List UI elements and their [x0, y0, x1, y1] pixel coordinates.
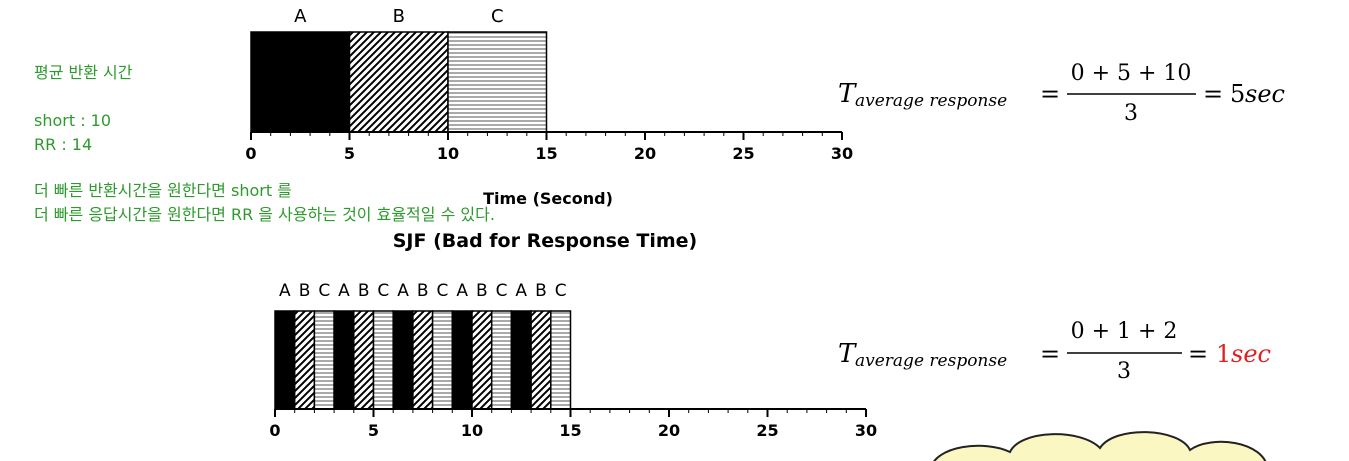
segment-label: A — [338, 281, 350, 301]
gantt-segment-a — [274, 310, 296, 410]
gantt-segment-b — [353, 310, 375, 410]
x-tick-label: 25 — [756, 421, 778, 440]
formula-lhs-subscript: average response — [855, 91, 1007, 111]
x-tick-label: 5 — [368, 421, 379, 440]
segment-label: C — [491, 6, 504, 27]
x-tick-label: 30 — [855, 421, 877, 440]
formula-result-value: 1 — [1216, 340, 1231, 368]
x-tick-label: 10 — [461, 421, 483, 440]
formula-equals: = — [1040, 80, 1060, 108]
short-value-line: short : 10 — [34, 111, 112, 130]
segment-label: B — [476, 281, 488, 301]
formula-result-unit: sec — [1231, 340, 1271, 368]
segment-label: B — [393, 6, 405, 27]
formula-numerator: 0 + 5 + 10 — [1071, 61, 1192, 86]
gantt-segment-c — [490, 310, 513, 410]
segment-label: A — [515, 281, 527, 301]
x-tick-label: 10 — [437, 144, 459, 163]
formula-equals: = — [1040, 340, 1060, 368]
formula-equals: = — [1203, 80, 1223, 108]
gantt-segment-a — [250, 31, 351, 133]
gantt-segment-a — [451, 310, 473, 410]
segment-label: B — [535, 281, 547, 301]
gantt-segment-c — [550, 310, 572, 410]
formula-lhs-symbol: T — [838, 79, 857, 109]
gantt-segment-b — [348, 31, 449, 133]
segment-label: A — [294, 6, 307, 27]
gantt-segment-b — [293, 310, 316, 410]
formula-denominator: 3 — [1117, 359, 1131, 384]
formula-result-value: 5 — [1230, 80, 1245, 108]
formula-numerator: 0 + 1 + 2 — [1071, 319, 1178, 344]
chart-title: SJF (Bad for Response Time) — [393, 230, 698, 252]
x-tick-label: 20 — [658, 421, 680, 440]
x-tick-label: 20 — [634, 144, 656, 163]
gantt-segment-a — [510, 310, 532, 410]
formula-rr: T average response = 0 + 1 + 2 3 = 1 sec — [838, 319, 1271, 384]
gantt-segment-b — [471, 310, 493, 410]
gantt-segment-c — [313, 310, 335, 410]
formula-lhs-symbol: T — [838, 339, 857, 369]
segment-label: B — [299, 281, 311, 301]
segment-label: C — [377, 281, 389, 301]
x-tick-label: 30 — [831, 144, 853, 163]
gantt-segment-c — [431, 310, 454, 410]
x-tick-label: 0 — [245, 144, 256, 163]
gantt-segment-b — [412, 310, 434, 410]
formula-sjf: T average response = 0 + 5 + 10 3 = 5 se… — [838, 61, 1285, 126]
segment-label: C — [496, 281, 508, 301]
segment-label: A — [279, 281, 291, 301]
x-tick-label: 0 — [269, 421, 280, 440]
segment-label: A — [397, 281, 409, 301]
x-axis-label: Time (Second) — [483, 189, 613, 208]
segment-label: C — [437, 281, 449, 301]
conclusion-line-1: 더 빠른 반환시간을 원한다면 short 를 — [34, 181, 292, 200]
gantt-segment-c — [372, 310, 394, 410]
gantt-segment-b — [530, 310, 552, 410]
conclusion-line-2: 더 빠른 응답시간을 원한다면 RR 을 사용하는 것이 효율적일 수 있다. — [34, 205, 495, 224]
rr-gantt-chart: A B C A B C A B C A B C A B C0 5 10 15 20 25 30 — [269, 281, 877, 440]
rr-value-line: RR : 14 — [34, 135, 93, 154]
gantt-segment-c — [447, 31, 548, 133]
segment-label: C — [555, 281, 567, 301]
segment-label: C — [318, 281, 330, 301]
segment-label: A — [456, 281, 468, 301]
x-tick-label: 5 — [344, 144, 355, 163]
segment-label: B — [358, 281, 370, 301]
formula-equals: = — [1188, 340, 1208, 368]
formula-denominator: 3 — [1124, 101, 1138, 126]
x-tick-label: 15 — [535, 144, 557, 163]
sjf-gantt-chart: A B C 0 5 10 15 20 25 30 — [245, 6, 853, 163]
formula-result-unit: sec — [1245, 80, 1285, 108]
gantt-segment-a — [333, 310, 355, 410]
x-tick-label: 25 — [732, 144, 754, 163]
cloud-shape — [933, 431, 1267, 461]
x-tick-label: 15 — [559, 421, 581, 440]
formula-lhs-subscript: average response — [855, 351, 1007, 371]
avg-turnaround-title: 평균 반환 시간 — [34, 63, 133, 82]
segment-label: B — [417, 281, 429, 301]
gantt-segment-a — [392, 310, 414, 410]
